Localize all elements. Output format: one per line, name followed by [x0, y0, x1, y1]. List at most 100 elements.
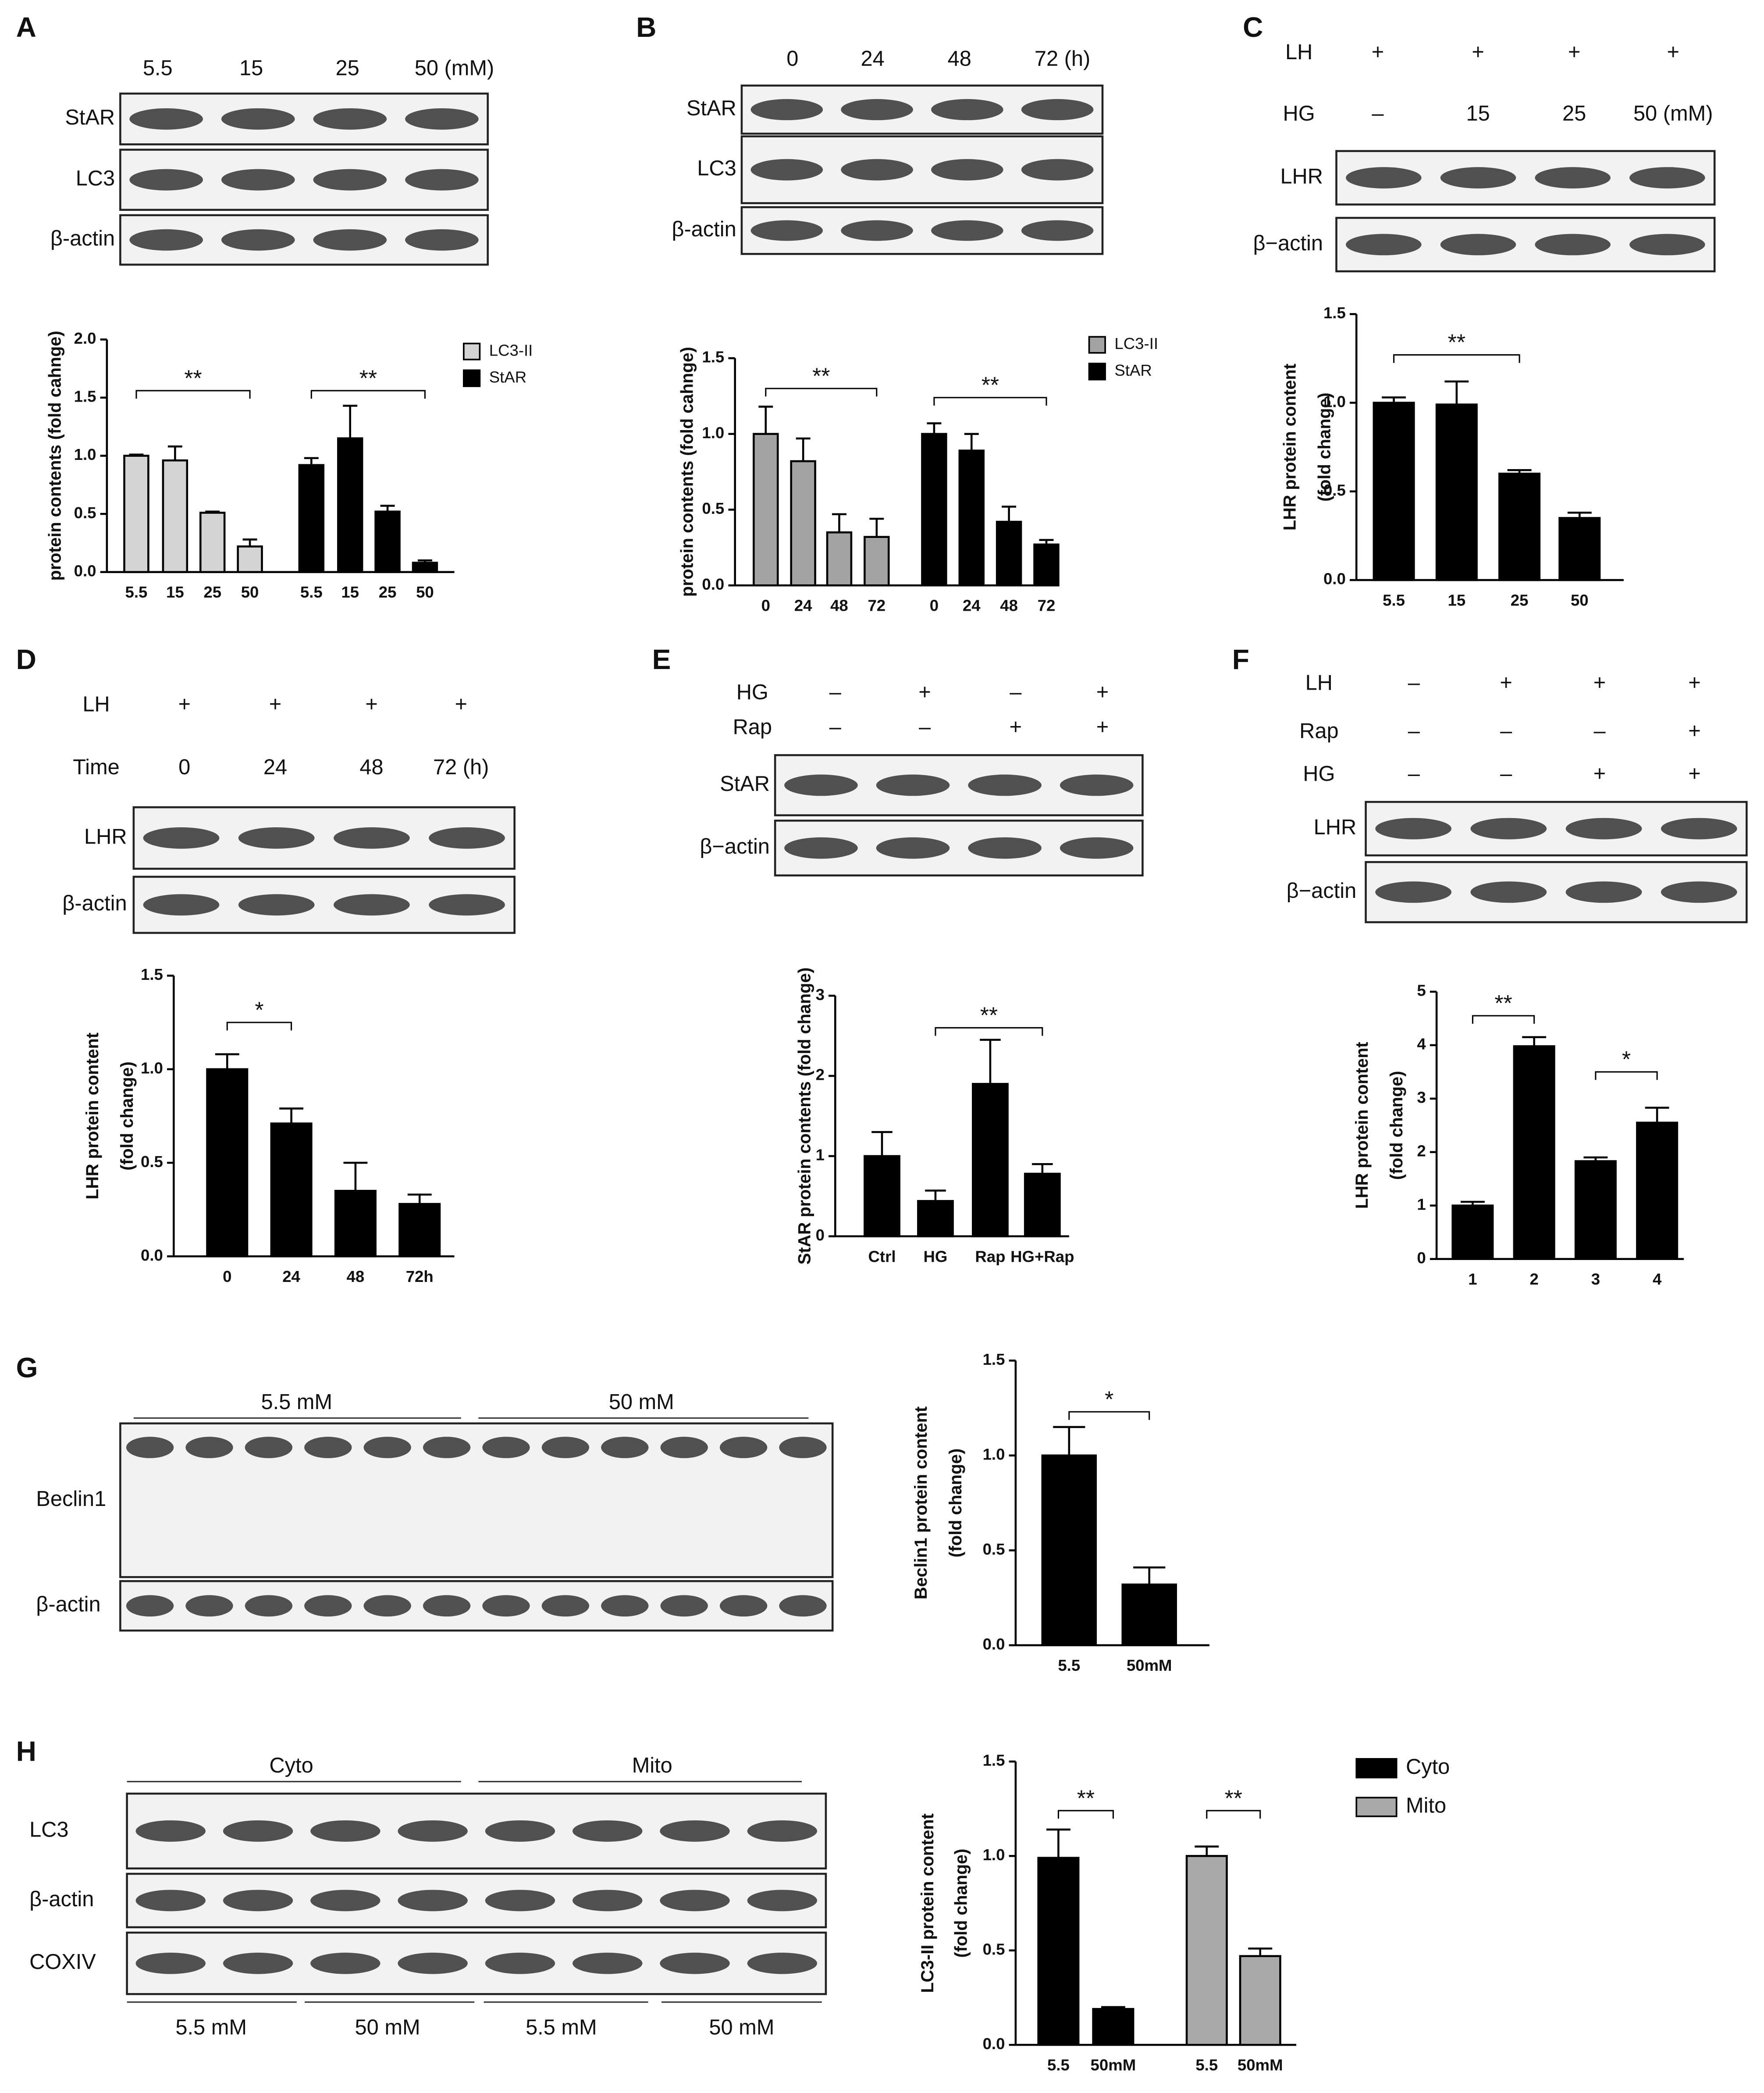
bottom-label: 5.5 mM [175, 2016, 247, 2040]
significance-label: * [255, 997, 263, 1022]
band [223, 1820, 293, 1842]
error-bar [1507, 469, 1532, 474]
y-tick-label: 1.5 [1323, 304, 1346, 322]
error-bar [927, 422, 942, 434]
bar [123, 455, 149, 573]
x-tick-label: 25 [379, 583, 397, 601]
row-label: COXIV [29, 1950, 96, 1974]
y-axis-label: (fold change) [1315, 392, 1334, 502]
band [398, 1952, 468, 1974]
band [482, 1595, 530, 1617]
panel-letter: H [16, 1736, 36, 1767]
error-bar [167, 445, 182, 461]
band [1661, 881, 1737, 903]
band [135, 1820, 206, 1842]
band [304, 1595, 352, 1617]
bar [864, 536, 890, 587]
significance-bracket [933, 397, 1047, 406]
panel-letter: G [16, 1352, 38, 1384]
x-tick-label: 50mM [1091, 2056, 1136, 2074]
band [1375, 818, 1452, 840]
condition-level: + [1568, 40, 1580, 64]
band [1661, 818, 1737, 840]
y-tick-label: 0.0 [983, 1635, 1005, 1653]
band [398, 1820, 468, 1842]
band [429, 894, 505, 916]
bar [206, 1068, 249, 1257]
row-label: Beclin1 [36, 1487, 106, 1511]
bar [1558, 517, 1601, 581]
y-axis-label: LHR protein content [1280, 363, 1299, 530]
error-bar [925, 1189, 946, 1201]
x-tick-label: 25 [203, 583, 221, 601]
significance-label: ** [184, 365, 202, 391]
condition-level: + [1593, 762, 1606, 786]
legend-label: LC3-II [1114, 335, 1158, 352]
y-tick-label: 0.5 [983, 1540, 1005, 1558]
band [135, 1890, 206, 1911]
band [245, 1437, 293, 1458]
row-label: LHR [1280, 164, 1323, 188]
legend-label: Mito [1406, 1794, 1446, 1817]
condition-level: + [1096, 715, 1109, 739]
x-tick-label: 2 [1529, 1270, 1538, 1288]
y-axis-label: LC3-II protein content [918, 1813, 937, 1993]
error-bar [417, 559, 432, 563]
legend-label: Cyto [1406, 1755, 1450, 1779]
band [245, 1595, 293, 1617]
x-tick-label: 50 [416, 583, 434, 601]
row-label: β-actin [29, 1887, 94, 1911]
condition-name: Rap [733, 715, 772, 739]
group-label: Cyto [269, 1754, 313, 1777]
y-tick-label: 0.5 [141, 1153, 163, 1171]
band [221, 229, 295, 251]
condition-level: + [918, 680, 931, 704]
y-axis-label: LHR protein content [83, 1032, 102, 1200]
band [841, 220, 913, 241]
y-tick-label: 0.0 [702, 575, 724, 593]
band [313, 169, 387, 191]
band [931, 99, 1003, 121]
significance-label: ** [1225, 1785, 1242, 1811]
x-tick-label: 5.5 [1058, 1656, 1080, 1674]
y-tick-label: 0.5 [74, 504, 96, 522]
error-bar [343, 405, 358, 438]
legend-swatch [462, 342, 481, 360]
condition-level: 25 [1562, 102, 1586, 125]
band [876, 774, 950, 796]
significance-label: ** [982, 372, 999, 398]
band [573, 1820, 643, 1842]
group-label: Mito [632, 1754, 672, 1777]
bar [921, 433, 947, 587]
band [1060, 837, 1134, 859]
significance-bracket [1595, 1071, 1658, 1080]
band [601, 1437, 649, 1458]
y-tick-label: 0 [816, 1226, 825, 1244]
band [747, 1890, 818, 1911]
error-bar [1101, 2006, 1125, 2009]
bar [374, 510, 401, 573]
bar [1239, 1955, 1281, 2046]
band [1375, 881, 1452, 903]
y-tick-label: 0.0 [983, 2035, 1005, 2053]
error-bar [1032, 1163, 1053, 1174]
y-tick-label: 1 [1417, 1195, 1426, 1213]
bar [1024, 1172, 1061, 1238]
bar [1574, 1160, 1617, 1260]
error-bar [832, 513, 846, 533]
band [1021, 159, 1094, 181]
error-bar [1460, 1200, 1485, 1206]
error-bar [980, 1039, 1001, 1084]
band [482, 1437, 530, 1458]
y-axis-label: protein contents (fold cahnge) [677, 347, 697, 597]
bar [790, 460, 816, 587]
error-bar [1046, 1828, 1070, 1858]
x-tick-label: HG+Rap [1010, 1247, 1074, 1265]
y-tick-label: 1.5 [983, 1751, 1005, 1769]
y-tick-label: 2 [816, 1066, 825, 1084]
significance-bracket [1472, 1015, 1535, 1024]
band [185, 1595, 233, 1617]
y-tick-label: 0 [1417, 1249, 1426, 1267]
condition-level: 0 [178, 755, 190, 779]
x-tick-label: 15 [166, 583, 184, 601]
